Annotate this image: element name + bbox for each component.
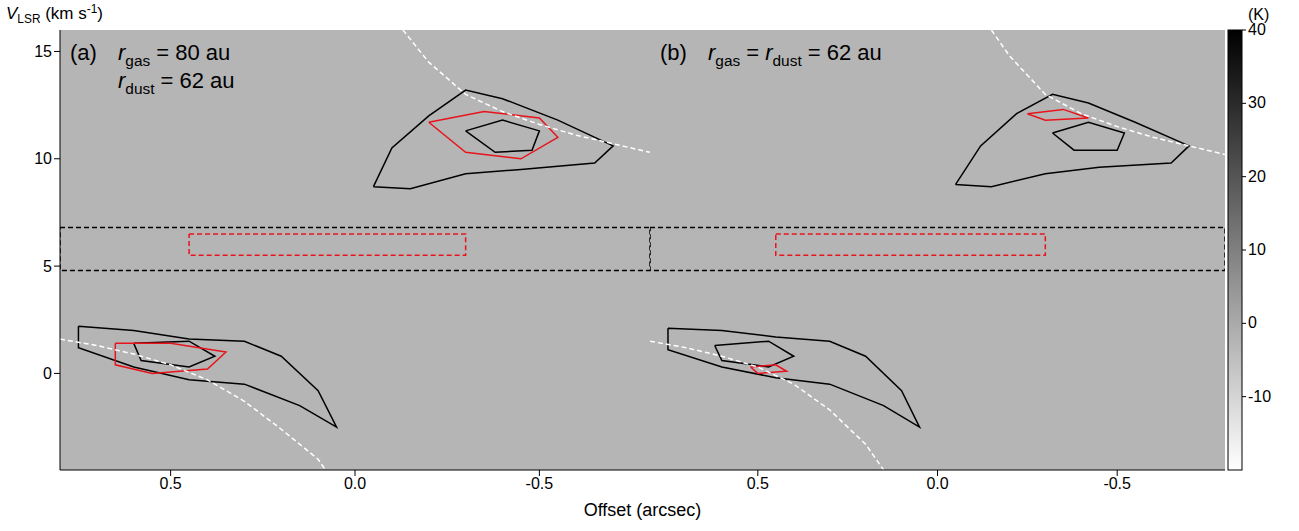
svg-text:0.5: 0.5 xyxy=(160,475,182,492)
svg-text:rgas​ = rdust​ = 62 au: rgas​ = rdust​ = 62 au xyxy=(708,40,882,69)
svg-text:(b): (b) xyxy=(660,40,687,65)
svg-text:-0.5: -0.5 xyxy=(1103,475,1131,492)
svg-text:10: 10 xyxy=(1248,241,1266,258)
html-text:Offset (arcsec): Offset (arcsec) xyxy=(583,500,702,520)
svg-text:20: 20 xyxy=(1248,168,1266,185)
svg-text:0: 0 xyxy=(43,365,52,382)
svg-text:0.0: 0.0 xyxy=(344,475,366,492)
svg-text:10: 10 xyxy=(34,150,52,167)
svg-text:0.5: 0.5 xyxy=(747,475,769,492)
svg-text:(a): (a) xyxy=(70,40,97,65)
svg-text:rgas​ = 80 au: rgas​ = 80 au xyxy=(118,40,230,69)
svg-text:rdust​ = 62 au: rdust​ = 62 au xyxy=(118,68,235,97)
svg-text:(K): (K) xyxy=(1248,6,1269,23)
svg-text:0: 0 xyxy=(1248,314,1257,331)
svg-text:-0.5: -0.5 xyxy=(526,475,554,492)
svg-text:VLSR​ (km s-1​): VLSR​ (km s-1​) xyxy=(6,2,103,26)
svg-text:15: 15 xyxy=(34,43,52,60)
svg-text:0.0: 0.0 xyxy=(926,475,948,492)
svg-text:5: 5 xyxy=(43,258,52,275)
svg-text:-10: -10 xyxy=(1248,388,1271,405)
svg-text:40: 40 xyxy=(1248,21,1266,38)
svg-text:30: 30 xyxy=(1248,94,1266,111)
